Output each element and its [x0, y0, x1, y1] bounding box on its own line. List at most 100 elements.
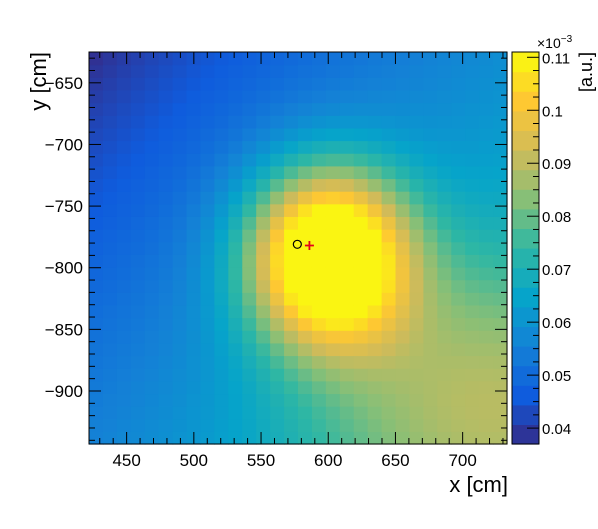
colorbar-band [512, 267, 539, 288]
heatmap-cell [367, 330, 383, 344]
heatmap-cell [367, 418, 383, 432]
heatmap-cell [409, 393, 424, 407]
heatmap-cell [493, 317, 508, 331]
heatmap-cell [200, 355, 215, 369]
heatmap-cell [353, 165, 369, 180]
heatmap-cell [353, 102, 369, 116]
heatmap-cell [353, 254, 369, 268]
heatmap-cell [325, 406, 341, 420]
heatmap-cell [186, 229, 202, 243]
heatmap-cell [200, 102, 215, 116]
heatmap-cell [367, 102, 383, 116]
cross-marker [304, 241, 314, 251]
heatmap-cell [298, 330, 313, 344]
heatmap-cell [367, 304, 383, 319]
heatmap-cell [409, 89, 424, 104]
heatmap-cell [158, 266, 174, 281]
heatmap-cell [409, 115, 424, 129]
heatmap-cell [423, 418, 438, 432]
heatmap-cell [465, 52, 480, 66]
heatmap-cell [465, 203, 480, 217]
colorbar-label: [a.u.] [576, 52, 596, 92]
heatmap-cell [228, 229, 243, 243]
heatmap-cell [186, 304, 202, 319]
heatmap-cell [270, 77, 285, 91]
heatmap-cell [242, 241, 257, 255]
heatmap-cell [298, 292, 313, 306]
heatmap-cell [116, 77, 132, 91]
heatmap-cell [102, 102, 118, 116]
heatmap-cell [298, 241, 313, 255]
heatmap-cell [200, 203, 215, 217]
heatmap-cell [102, 431, 118, 445]
heatmap-cell [395, 52, 411, 66]
colorbar-tick-label: 0.07 [542, 262, 571, 279]
heatmap-cell [381, 292, 397, 306]
heatmap-cell [270, 292, 285, 306]
heatmap-cell [242, 431, 257, 445]
heatmap-cell [242, 115, 257, 129]
heatmap-cell [242, 191, 257, 205]
heatmap-cell [451, 380, 466, 395]
colorbar-band [512, 189, 539, 210]
heatmap-cell [144, 368, 160, 382]
heatmap-cell [353, 153, 369, 167]
heatmap-cell [311, 317, 327, 331]
heatmap-cell [395, 254, 411, 268]
heatmap-cell [395, 229, 411, 243]
heatmap-cell [116, 304, 132, 319]
heatmap-cell [298, 127, 313, 142]
heatmap-cell [395, 342, 411, 357]
heatmap-cell [451, 89, 466, 104]
heatmap-cell [465, 229, 480, 243]
heatmap-cell [479, 178, 494, 192]
heatmap-cell [158, 241, 174, 255]
heatmap-cell [367, 165, 383, 180]
heatmap-cell [242, 216, 257, 230]
heatmap-cell [130, 380, 146, 395]
heatmap-cell [451, 418, 466, 432]
heatmap-cell [451, 64, 466, 78]
heatmap-cell [256, 266, 271, 281]
heatmap-cell [339, 279, 355, 293]
heatmap-cell [339, 64, 355, 78]
heatmap-cell [172, 304, 188, 319]
heatmap-cell [116, 418, 132, 432]
heatmap-cell [493, 140, 508, 154]
heatmap-cell [214, 292, 229, 306]
heatmap-cell [325, 355, 341, 369]
heatmap-cell [311, 279, 327, 293]
heatmap-cell [89, 368, 104, 382]
heatmap-cell [89, 355, 104, 369]
heatmap-cell [89, 89, 104, 104]
heatmap-cell [200, 229, 215, 243]
heatmap-cell [256, 216, 271, 230]
heatmap-cells [89, 52, 508, 445]
heatmap-cell [214, 203, 229, 217]
heatmap-cell [465, 266, 480, 281]
heatmap-cell [228, 203, 243, 217]
heatmap-cell [353, 89, 369, 104]
heatmap-cell [465, 165, 480, 180]
heatmap-cell [130, 89, 146, 104]
heatmap-cell [200, 89, 215, 104]
heatmap-cell [270, 330, 285, 344]
heatmap-cell [353, 203, 369, 217]
heatmap-cell [311, 380, 327, 395]
heatmap-cell [353, 229, 369, 243]
heatmap-cell [493, 64, 508, 78]
heatmap-cell [395, 393, 411, 407]
heatmap-cell [284, 355, 299, 369]
x-tick-label: 550 [247, 451, 275, 470]
heatmap-cell [256, 431, 271, 445]
heatmap-cell [270, 279, 285, 293]
heatmap-cell [493, 266, 508, 281]
heatmap-cell [479, 380, 494, 395]
heatmap-cell [479, 241, 494, 255]
heatmap-cell [339, 115, 355, 129]
heatmap-cell [284, 406, 299, 420]
heatmap-cell [214, 102, 229, 116]
heatmap-cell [284, 342, 299, 357]
heatmap-cell [395, 317, 411, 331]
heatmap-cell [158, 406, 174, 420]
